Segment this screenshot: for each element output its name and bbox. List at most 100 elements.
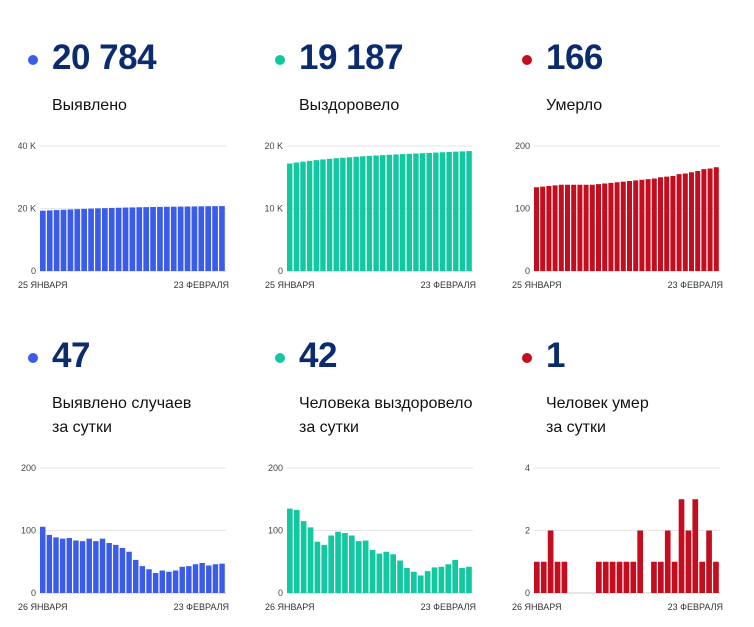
bar: [602, 183, 608, 271]
bar: [115, 207, 122, 271]
bar: [664, 176, 670, 272]
bar: [198, 206, 205, 271]
bar: [627, 181, 632, 271]
bar: [126, 551, 132, 593]
label-line: за сутки: [546, 419, 606, 436]
y-tick-label: 0: [525, 588, 530, 598]
bar: [380, 155, 386, 272]
y-tick-label: 0: [31, 266, 36, 276]
bar: [706, 530, 712, 593]
bar: [419, 153, 426, 271]
bar: [46, 210, 53, 272]
bar: [596, 184, 601, 272]
bar: [438, 566, 445, 593]
x-end-label: 23 ФЕВРАЛЯ: [421, 602, 476, 612]
legend-dot-icon: [522, 55, 532, 65]
bar: [113, 544, 119, 594]
deaths-daily-chart: 0 2 4 26 ЯНВАРЯ 23 ФЕВРАЛЯ: [512, 462, 724, 622]
bar: [53, 210, 60, 271]
bar: [333, 158, 339, 271]
bar: [186, 566, 192, 594]
y-tick-label: 20 K: [265, 141, 283, 151]
bar: [360, 156, 366, 271]
bar: [404, 568, 410, 593]
bar: [136, 207, 143, 271]
recovered-daily-value: 42: [299, 336, 337, 375]
bar: [179, 566, 185, 593]
legend-dot-icon: [28, 55, 38, 65]
bar: [192, 564, 199, 593]
bar: [206, 565, 212, 593]
bar: [399, 154, 406, 272]
chart-svg: 0 20 K 40 K 25 ЯНВАРЯ 23 ФЕВРАЛЯ: [17, 141, 229, 290]
label-line: Выздоровело: [299, 97, 400, 114]
bar: [159, 570, 166, 593]
x-end-label: 23 ФЕВРАЛЯ: [174, 280, 229, 290]
bar: [129, 207, 136, 271]
label-line: Выявлено случаев: [52, 395, 192, 412]
bar: [219, 206, 225, 271]
recovered-total-value: 19 187: [299, 38, 404, 77]
bar: [459, 568, 465, 593]
y-tick-label: 4: [525, 463, 530, 473]
bar: [170, 206, 177, 271]
x-end-label: 23 ФЕВРАЛЯ: [668, 602, 723, 612]
cases-total-label: Выявлено: [52, 94, 127, 118]
bar: [373, 155, 379, 271]
cases-daily-label: Выявлено случаев за сутки: [52, 392, 191, 440]
bar: [608, 182, 614, 272]
bar: [81, 208, 88, 272]
bar: [342, 533, 348, 593]
label-line: Умерло: [546, 97, 603, 114]
y-tick-label: 2: [525, 526, 530, 536]
bar: [713, 561, 719, 593]
bar: [445, 564, 452, 593]
bar: [609, 561, 616, 593]
x-end-label: 23 ФЕВРАЛЯ: [421, 280, 476, 290]
label-line: за сутки: [299, 419, 359, 436]
deaths-total-chart: 0 100 200 25 ЯНВАРЯ 23 ФЕВРАЛЯ: [512, 140, 724, 300]
bar: [93, 541, 99, 594]
label-line: Выявлено: [52, 97, 127, 114]
chart-svg: 0 10 K 20 K 25 ЯНВАРЯ 23 ФЕВРАЛЯ: [264, 141, 476, 290]
bar: [102, 208, 108, 271]
chart-svg: 0 100 200 26 ЯНВАРЯ 23 ФЕВРАЛЯ: [265, 463, 476, 612]
bar: [184, 206, 191, 271]
bar: [300, 521, 307, 594]
bar: [534, 187, 539, 271]
deaths-total-value: 166: [546, 38, 603, 77]
bar: [74, 209, 81, 272]
bar: [671, 561, 678, 593]
bar: [424, 571, 431, 594]
y-tick-label: 0: [278, 266, 283, 276]
bar: [133, 559, 139, 594]
bar: [60, 209, 67, 271]
bar: [540, 561, 547, 593]
bar: [577, 184, 583, 271]
cases-total-chart: 0 20 K 40 K 25 ЯНВАРЯ 23 ФЕВРАЛЯ: [17, 140, 230, 300]
bar: [534, 561, 540, 593]
bar: [146, 569, 152, 593]
bar: [658, 561, 664, 593]
bar: [340, 157, 346, 271]
bar: [106, 543, 112, 593]
bar: [664, 530, 671, 593]
bar: [53, 537, 59, 594]
bar: [164, 206, 170, 271]
bar: [139, 566, 146, 594]
bar: [713, 167, 719, 271]
bar: [166, 571, 172, 593]
deaths-daily-label: Человек умер за сутки: [546, 392, 649, 440]
bar: [552, 185, 558, 272]
cases-daily-value: 47: [52, 336, 90, 375]
bar: [287, 508, 293, 594]
bar: [205, 206, 212, 271]
bar: [651, 561, 657, 593]
bar: [99, 538, 106, 594]
bar: [40, 210, 46, 271]
bar: [66, 538, 73, 593]
bar: [59, 538, 66, 594]
bar: [411, 571, 417, 593]
bar: [707, 168, 713, 271]
bar: [426, 152, 432, 272]
